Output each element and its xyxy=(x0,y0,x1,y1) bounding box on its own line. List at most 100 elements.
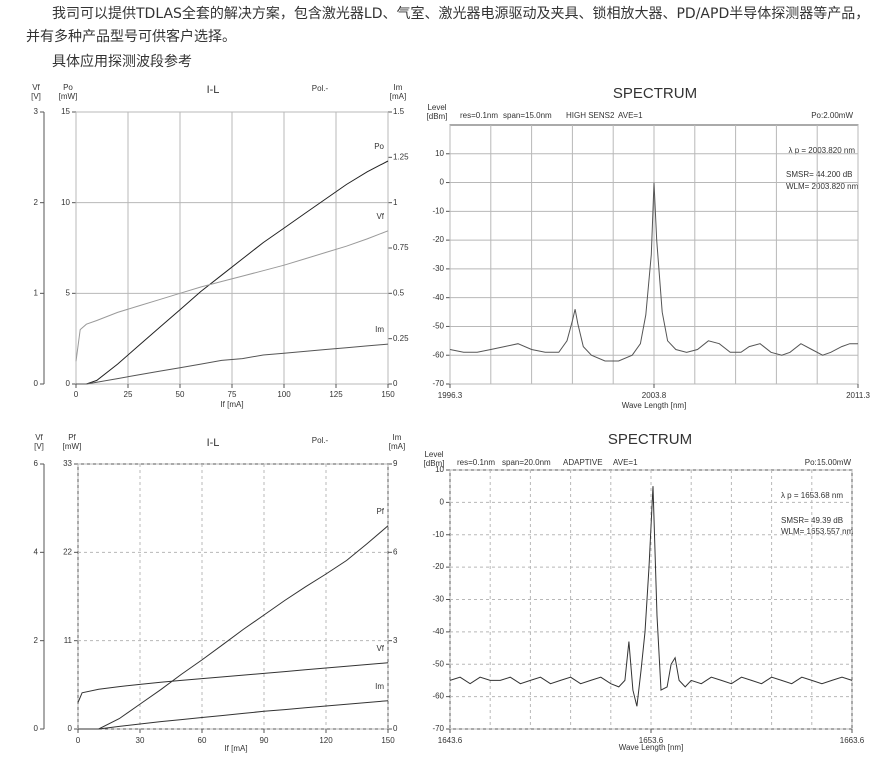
y-tick-label: 0 xyxy=(440,178,445,187)
x-axis-label: If [mA] xyxy=(224,744,247,753)
x-tick-label: 2003.8 xyxy=(642,391,667,400)
y-axis-label: [dBm] xyxy=(424,459,445,468)
y-tick-label: -40 xyxy=(432,293,444,302)
y-tick-label: -30 xyxy=(432,264,444,273)
series-label: Vf xyxy=(376,212,384,221)
y3-axis-label: [V] xyxy=(31,92,41,101)
y2-tick-label: 0 xyxy=(393,379,398,388)
x-axis-label: Wave Length [nm] xyxy=(619,743,684,752)
y2-tick-label: 0 xyxy=(393,724,398,733)
y3-tick-label: 2 xyxy=(34,636,39,645)
chart-title: SPECTRUM xyxy=(613,85,697,102)
y3-tick-label: 0 xyxy=(34,724,39,733)
x-axis-label: Wave Length [nm] xyxy=(622,401,687,410)
y3-axis-label: Vf xyxy=(35,433,43,442)
y2-axis-label: Im xyxy=(394,83,403,92)
y-axis-label: [mW] xyxy=(63,442,82,451)
x-tick-label: 75 xyxy=(228,390,237,399)
header-text: span=15.0nm xyxy=(503,111,552,120)
y-tick-label: -10 xyxy=(432,206,444,215)
y-tick-label: -70 xyxy=(432,724,444,733)
y3-tick-label: 3 xyxy=(34,107,39,116)
x-tick-label: 100 xyxy=(277,390,291,399)
y3-axis-label: [V] xyxy=(34,442,44,451)
x-tick-label: 1653.6 xyxy=(639,736,664,745)
y-axis-label: [mW] xyxy=(59,92,78,101)
y-tick-label: 11 xyxy=(64,636,73,645)
series-label: Po xyxy=(374,142,384,151)
x-tick-label: 60 xyxy=(198,736,207,745)
y2-axis-label: [mA] xyxy=(389,442,405,451)
y-tick-label: 15 xyxy=(61,107,70,116)
annotation: Pol.- xyxy=(312,84,329,93)
y2-tick-label: 0.25 xyxy=(393,334,409,343)
y-tick-label: 0 xyxy=(68,724,73,733)
chart-title: SPECTRUM xyxy=(608,431,692,448)
y-tick-label: 22 xyxy=(63,547,72,556)
y2-tick-label: 1.5 xyxy=(393,107,405,116)
data-line xyxy=(76,160,389,385)
y-tick-label: 0 xyxy=(440,497,445,506)
plot-frame xyxy=(77,463,389,730)
y3-tick-label: 2 xyxy=(34,198,39,207)
header-text: res=0.1nm xyxy=(460,111,498,120)
y-tick-label: -70 xyxy=(432,379,444,388)
x-tick-label: 25 xyxy=(124,390,133,399)
y2-tick-label: 0.75 xyxy=(393,243,409,252)
series-label: Pf xyxy=(376,507,384,516)
series-label: Im xyxy=(375,325,384,334)
y-tick-label: -20 xyxy=(432,235,444,244)
y-tick-label: 10 xyxy=(61,198,70,207)
y-tick-label: 10 xyxy=(435,149,444,158)
data-line xyxy=(75,230,389,362)
y-tick-label: -20 xyxy=(432,562,444,571)
y-axis-label: Pf xyxy=(68,433,76,442)
y-tick-label: -60 xyxy=(432,692,444,701)
y-tick-label: 0 xyxy=(66,379,71,388)
y3-tick-label: 1 xyxy=(34,288,39,297)
chart-title: I-L xyxy=(207,84,220,96)
y3-tick-label: 6 xyxy=(34,459,39,468)
header-text: span=20.0nm xyxy=(502,458,551,467)
y-axis-label: Level xyxy=(424,450,443,459)
data-line xyxy=(78,700,389,730)
x-tick-label: 50 xyxy=(176,390,185,399)
x-axis-label: If [mA] xyxy=(220,400,243,409)
data-line xyxy=(449,182,858,362)
y-axis-label: Po xyxy=(63,83,73,92)
y2-tick-label: 0.5 xyxy=(393,288,405,297)
x-tick-label: 2011.3 xyxy=(846,391,870,400)
y-tick-label: -60 xyxy=(432,350,444,359)
y2-axis-label: [mA] xyxy=(390,92,406,101)
annotation: WLM= 1653.557 nm xyxy=(781,527,854,536)
x-tick-label: 150 xyxy=(381,390,395,399)
x-tick-label: 150 xyxy=(381,736,395,745)
y-tick-label: 33 xyxy=(63,459,72,468)
y-tick-label: -10 xyxy=(432,530,444,539)
annotation: λ p = 2003.820 nm xyxy=(789,146,856,155)
x-tick-label: 1643.6 xyxy=(438,736,463,745)
data-line xyxy=(78,525,389,730)
header-text: HIGH SENS2 xyxy=(566,111,615,120)
y2-tick-label: 6 xyxy=(393,547,398,556)
x-tick-label: 0 xyxy=(74,390,79,399)
y-axis-label: [dBm] xyxy=(427,112,448,121)
x-tick-label: 125 xyxy=(329,390,343,399)
header-text: AVE=1 xyxy=(613,458,638,467)
y2-tick-label: 1.25 xyxy=(393,152,409,161)
y2-axis-label: Im xyxy=(393,433,402,442)
annotation: SMSR= 44.200 dB xyxy=(786,170,852,179)
header-text: AVE=1 xyxy=(618,111,643,120)
annotation: WLM= 2003.820 nm xyxy=(786,182,859,191)
x-tick-label: 1663.6 xyxy=(840,736,865,745)
data-line xyxy=(449,486,853,707)
y2-tick-label: 1 xyxy=(393,198,398,207)
annotation: Pol.- xyxy=(312,436,329,445)
y-tick-label: 10 xyxy=(435,465,444,474)
section-heading: 具体应用探测波段参考 xyxy=(52,54,192,70)
data-line xyxy=(76,343,389,385)
y3-tick-label: 0 xyxy=(34,379,39,388)
y-tick-label: -40 xyxy=(432,627,444,636)
